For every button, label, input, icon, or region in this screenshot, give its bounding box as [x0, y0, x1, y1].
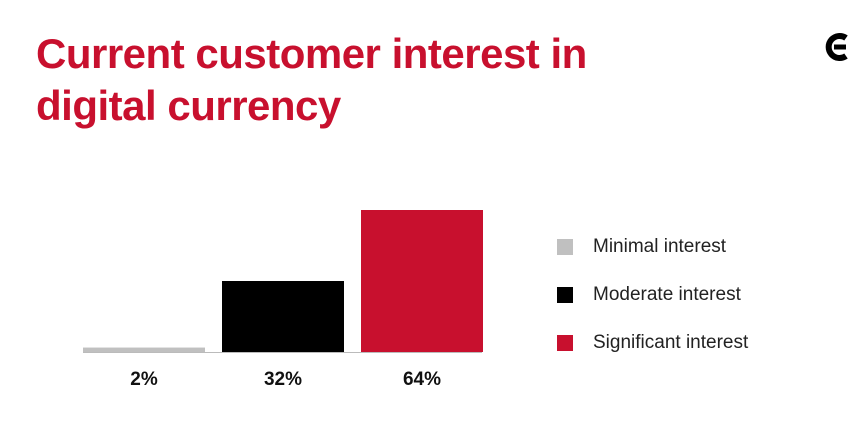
- legend-swatch: [557, 335, 573, 351]
- value-label: 2%: [130, 369, 158, 390]
- bar: [83, 347, 205, 352]
- logo: [825, 33, 848, 61]
- bar: [222, 281, 344, 352]
- value-label: 32%: [264, 369, 302, 390]
- legend-label: Moderate interest: [593, 284, 742, 305]
- legend-swatch: [557, 287, 573, 303]
- legend-label: Minimal interest: [593, 236, 727, 257]
- legend-swatch: [557, 239, 573, 255]
- chart-title: Current customer interest in digital cur…: [36, 30, 587, 129]
- legend-label: Significant interest: [593, 332, 749, 353]
- bar: [361, 210, 483, 352]
- value-label: 64%: [403, 369, 441, 390]
